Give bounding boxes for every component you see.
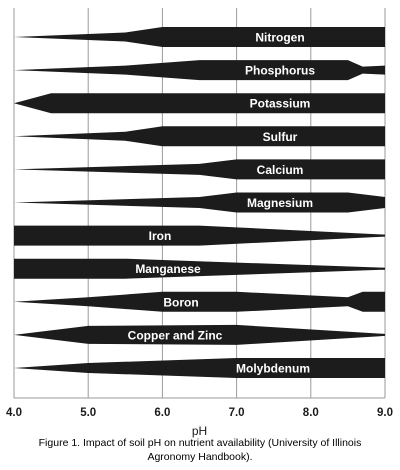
x-tick-label: 4.0 — [6, 407, 22, 419]
band-potassium — [14, 93, 385, 114]
band-nitrogen — [14, 27, 385, 47]
x-tick-label: 8.0 — [303, 407, 319, 419]
x-tick-label: 9.0 — [377, 407, 393, 419]
band-label: Sulfur — [263, 130, 298, 144]
nutrient-bands: Nitrogen Phosphorus Potassium Sulfur Calcium… — [14, 27, 385, 378]
band-molybdenum — [14, 358, 385, 378]
band-label: Iron — [149, 229, 172, 243]
x-tick-label: 7.0 — [229, 407, 245, 419]
caption-line-2: Agronomy Handbook). — [147, 451, 253, 463]
band-label: Potassium — [250, 97, 311, 111]
band-label: Boron — [163, 295, 198, 309]
band-sulfur — [14, 126, 385, 147]
band-calcium — [14, 159, 385, 180]
band-label: Copper and Zinc — [128, 328, 223, 342]
x-tick-label: 5.0 — [80, 407, 96, 419]
x-axis-ticks: 4.0 5.0 6.0 7.0 8.0 9.0 — [6, 407, 393, 419]
band-label: Phosphorus — [245, 64, 315, 78]
band-boron — [14, 291, 385, 312]
figure-caption: Figure 1. Impact of soil pH on nutrient … — [0, 436, 400, 464]
band-magnesium — [14, 192, 385, 213]
band-label: Nitrogen — [255, 31, 304, 45]
band-label: Manganese — [135, 262, 201, 276]
x-axis-title: pH — [192, 424, 207, 438]
x-tick-label: 6.0 — [154, 407, 170, 419]
band-iron — [14, 225, 385, 246]
band-label: Magnesium — [247, 196, 313, 210]
band-manganese — [14, 258, 385, 279]
band-label: Calcium — [257, 163, 304, 177]
caption-line-1: Figure 1. Impact of soil pH on nutrient … — [38, 437, 362, 449]
band-copper-and-zinc — [14, 324, 385, 345]
band-phosphorus — [14, 60, 385, 81]
band-label: Molybdenum — [236, 362, 310, 376]
